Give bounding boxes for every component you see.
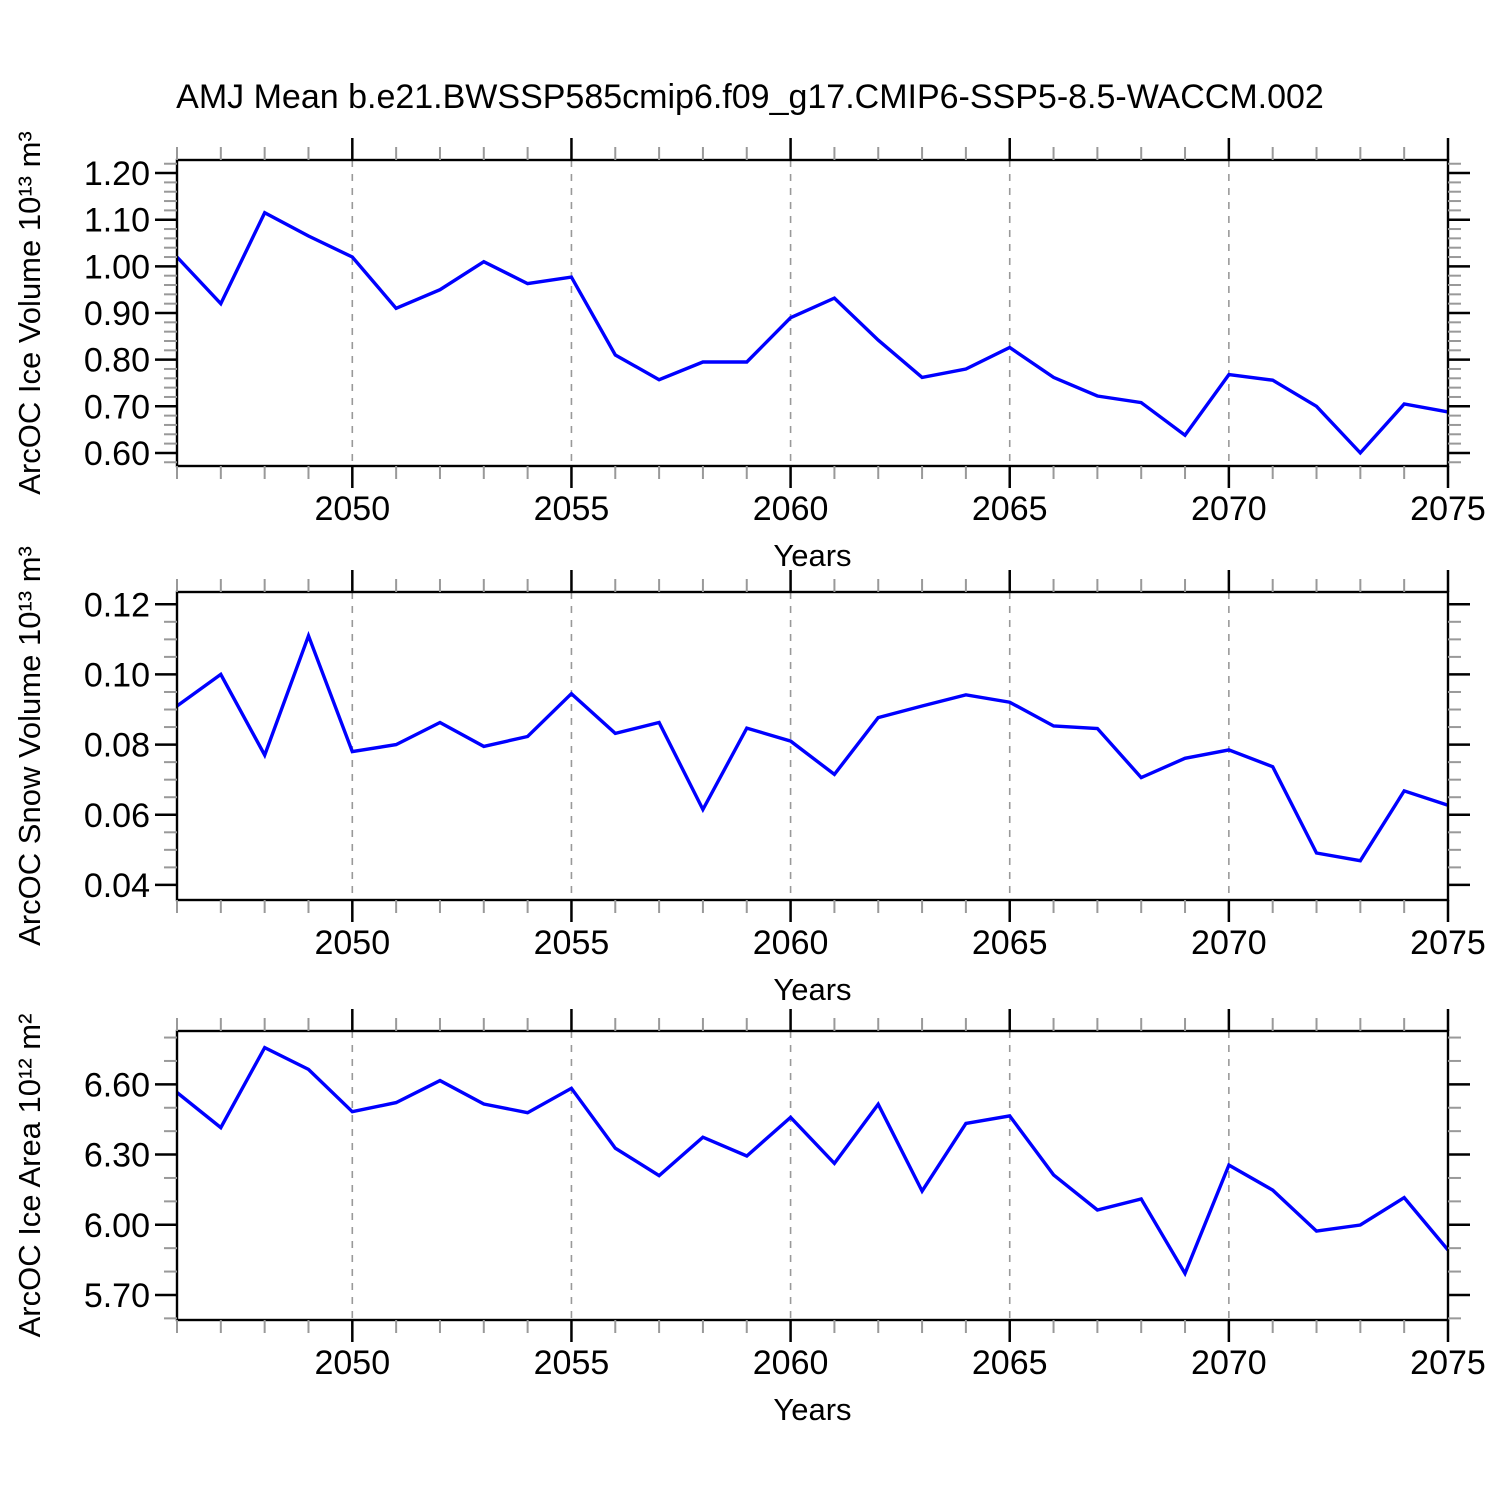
svg-text:2075: 2075 (1410, 490, 1486, 528)
svg-text:2070: 2070 (1191, 1344, 1267, 1382)
svg-text:2065: 2065 (972, 490, 1048, 528)
ice-volume-ticks (155, 138, 1470, 488)
ice-area-x-axis-label: Years (773, 1392, 851, 1427)
svg-text:2050: 2050 (314, 924, 390, 962)
svg-text:2070: 2070 (1191, 490, 1267, 528)
svg-text:1.10: 1.10 (84, 202, 150, 240)
snow-volume-y-axis-label: ArcOC Snow Volume 10¹³ m³ (12, 546, 47, 946)
svg-text:0.80: 0.80 (84, 342, 150, 380)
panel-ice-volume: 2050 2055 2060 2065 2070 2075 0.60 0.70 0.80 0.90… (12, 131, 1486, 573)
ice-volume-y-tick-labels: 0.60 0.70 0.80 0.90 1.00 1.10 1.20 (84, 155, 150, 473)
snow-volume-frame (175, 590, 1450, 902)
svg-text:0.12: 0.12 (84, 586, 150, 624)
snow-volume-gridlines (351, 592, 1230, 900)
svg-text:5.70: 5.70 (84, 1277, 150, 1315)
ice-volume-gridlines (351, 160, 1230, 466)
svg-text:0.70: 0.70 (84, 388, 150, 426)
ice-volume-frame (175, 158, 1450, 468)
ice-volume-data-line (175, 210, 1449, 456)
svg-text:6.00: 6.00 (84, 1207, 150, 1245)
ice-volume-y-axis-label: ArcOC Ice Volume 10¹³ m³ (12, 131, 47, 494)
svg-text:0.08: 0.08 (84, 727, 150, 765)
svg-text:1.20: 1.20 (84, 155, 150, 193)
ice-area-y-tick-labels: 5.70 6.00 6.30 6.60 (84, 1066, 150, 1315)
svg-text:2055: 2055 (534, 490, 610, 528)
ice-volume-x-axis-label: Years (773, 538, 851, 573)
svg-text:2050: 2050 (314, 490, 390, 528)
chart-title: AMJ Mean b.e21.BWSSP585cmip6.f09_g17.CMI… (176, 78, 1324, 116)
ice-area-x-tick-labels: 2050 2055 2060 2065 2070 2075 (314, 1344, 1485, 1382)
svg-text:2075: 2075 (1410, 1344, 1486, 1382)
ice-area-data-line (175, 1045, 1450, 1278)
snow-volume-ticks (155, 570, 1470, 922)
ice-area-ticks (155, 1009, 1470, 1342)
panel-snow-volume: 2050 2055 2060 2065 2070 2075 0.04 0.06 0.08 0.10… (12, 546, 1486, 1007)
svg-text:2060: 2060 (753, 1344, 829, 1382)
svg-text:2055: 2055 (534, 1344, 610, 1382)
ice-area-gridlines (351, 1031, 1230, 1320)
svg-text:2060: 2060 (753, 490, 829, 528)
svg-text:1.00: 1.00 (84, 248, 150, 286)
svg-text:2055: 2055 (534, 924, 610, 962)
ice-volume-x-tick-labels: 2050 2055 2060 2065 2070 2075 (314, 490, 1485, 528)
svg-text:2050: 2050 (314, 1344, 390, 1382)
snow-volume-y-tick-labels: 0.04 0.06 0.08 0.10 0.12 (84, 586, 150, 905)
panel-ice-area: 2050 2055 2060 2065 2070 2075 5.70 6.00 6.30 6.60… (12, 1009, 1486, 1427)
svg-text:2065: 2065 (972, 924, 1048, 962)
svg-text:0.90: 0.90 (84, 295, 150, 333)
snow-volume-x-axis-label: Years (773, 972, 851, 1007)
svg-text:0.06: 0.06 (84, 797, 150, 835)
ice-area-y-axis-label: ArcOC Ice Area 10¹² m² (12, 1014, 47, 1338)
svg-text:6.60: 6.60 (84, 1066, 150, 1104)
snow-volume-data-line (176, 630, 1449, 863)
svg-text:2070: 2070 (1191, 924, 1267, 962)
svg-text:2065: 2065 (972, 1344, 1048, 1382)
svg-text:0.10: 0.10 (84, 656, 150, 694)
svg-text:0.04: 0.04 (84, 867, 150, 905)
svg-text:6.30: 6.30 (84, 1137, 150, 1175)
svg-text:2060: 2060 (753, 924, 829, 962)
svg-text:2075: 2075 (1410, 924, 1486, 962)
svg-text:0.60: 0.60 (84, 435, 150, 473)
snow-volume-x-tick-labels: 2050 2055 2060 2065 2070 2075 (314, 924, 1485, 962)
ice-area-frame (175, 1029, 1450, 1322)
